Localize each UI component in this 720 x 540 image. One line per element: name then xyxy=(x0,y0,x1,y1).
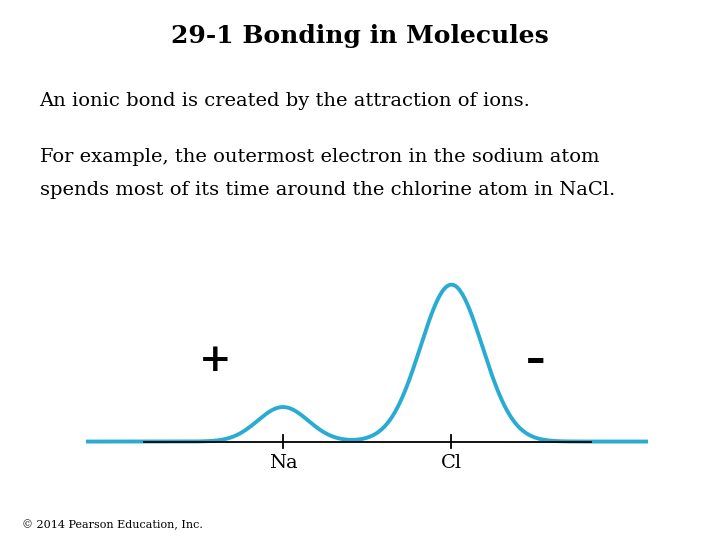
Text: Na: Na xyxy=(269,454,297,472)
Text: spends most of its time around the chlorine atom in NaCl.: spends most of its time around the chlor… xyxy=(40,181,615,199)
Text: 29-1 Bonding in Molecules: 29-1 Bonding in Molecules xyxy=(171,24,549,48)
Text: +: + xyxy=(199,341,232,379)
Text: Cl: Cl xyxy=(441,454,462,472)
Text: An ionic bond is created by the attraction of ions.: An ionic bond is created by the attracti… xyxy=(40,92,531,110)
Text: For example, the outermost electron in the sodium atom: For example, the outermost electron in t… xyxy=(40,148,599,166)
Text: –: – xyxy=(526,341,546,379)
Text: © 2014 Pearson Education, Inc.: © 2014 Pearson Education, Inc. xyxy=(22,519,202,530)
